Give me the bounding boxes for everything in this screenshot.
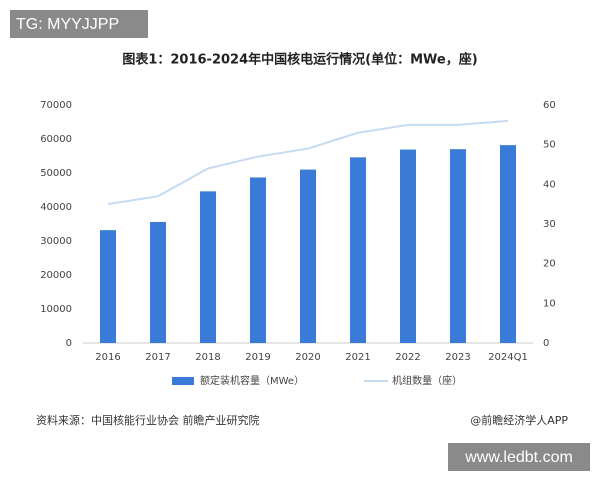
y-tick-label: 30000 [40, 236, 72, 247]
y2-tick-label: 20 [543, 259, 556, 270]
y2-tick-label: 10 [543, 298, 556, 309]
y2-tick-label: 30 [543, 219, 556, 230]
x-tick-label: 2023 [445, 352, 470, 363]
x-tick-label: 2024Q1 [488, 352, 528, 363]
y2-tick-label: 0 [543, 338, 549, 349]
bar [100, 230, 116, 343]
y-tick-label: 0 [66, 338, 72, 349]
credit: @前瞻经济学人APP [470, 413, 568, 427]
bar [200, 191, 216, 343]
bar [150, 221, 166, 343]
watermark: www.ledbt.com [464, 449, 573, 466]
y-tick-label: 40000 [40, 202, 72, 213]
line [107, 119, 509, 206]
bar [250, 177, 266, 343]
x-tick-label: 2017 [145, 352, 170, 363]
watermark-box [10, 10, 148, 38]
source: 资料来源：中国核能行业协会 前瞻产业研究院 [36, 413, 260, 427]
x-tick-label: 2016 [95, 352, 120, 363]
x-tick-label: 2019 [245, 352, 270, 363]
x-tick-label: 2021 [345, 352, 370, 363]
x-tick-label: 2018 [195, 352, 220, 363]
y-tick-label: 10000 [40, 304, 72, 315]
y-tick-label: 60000 [40, 134, 72, 145]
legend-label: 机组数量（座） [392, 374, 462, 387]
bar [500, 145, 516, 343]
y-tick-label: 20000 [40, 270, 72, 281]
y-tick-label: 70000 [40, 100, 72, 111]
y2-tick-label: 60 [543, 100, 556, 111]
x-tick-label: 2022 [395, 352, 420, 363]
y-tick-label: 50000 [40, 168, 72, 179]
y2-tick-label: 50 [543, 140, 556, 151]
watermark: TG: MYYJJPP [16, 16, 119, 33]
y2-tick-label: 40 [543, 179, 556, 190]
legend-swatch [172, 377, 194, 385]
chart-title: 图表1：2016-2024年中国核电运行情况(单位：MWe，座) [122, 52, 477, 68]
bar [400, 149, 416, 343]
legend-label: 额定装机容量（MWe） [200, 374, 304, 387]
bar [450, 149, 466, 343]
watermark-box [448, 443, 590, 471]
bar [350, 157, 366, 343]
bar [300, 169, 316, 343]
x-tick-label: 2020 [295, 352, 320, 363]
